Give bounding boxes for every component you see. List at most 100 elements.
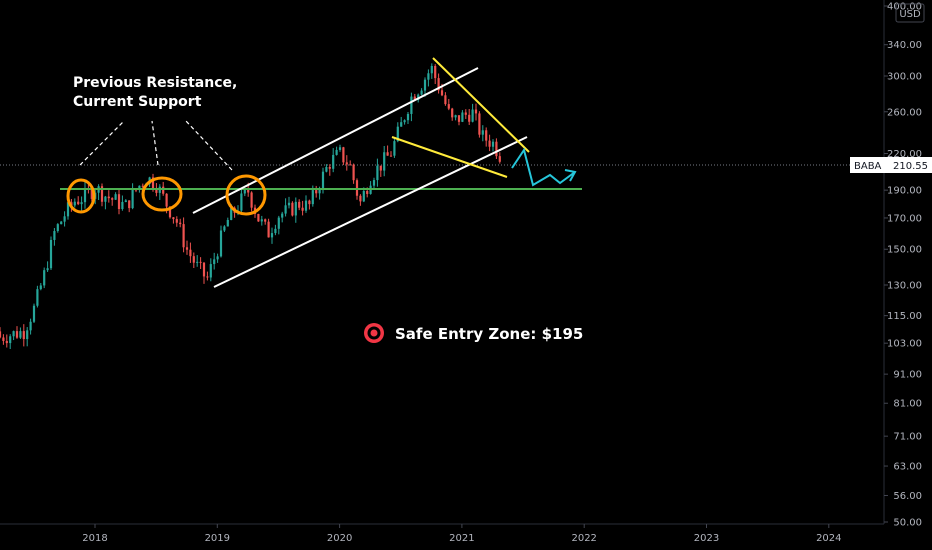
candle-body [454, 115, 457, 118]
candle-body [202, 262, 206, 277]
price-tick-label: 115.00 [887, 311, 922, 322]
support-circle-2[interactable] [141, 176, 183, 212]
candle-body [491, 141, 495, 147]
pointer-line-2 [151, 120, 159, 166]
candle-body [39, 285, 42, 290]
candle-body [151, 177, 155, 189]
wedge-upper-line[interactable] [432, 57, 530, 153]
price-axis[interactable]: 400.00 340.00 300.00 260.00 220.00 190.00 170.… [883, 0, 925, 529]
candle-body [100, 186, 104, 202]
candle-body [328, 167, 331, 169]
candle-body [216, 256, 219, 260]
candle-body [267, 221, 270, 238]
candle-body [168, 206, 172, 218]
candle-body [434, 65, 437, 79]
candle-body [423, 79, 427, 91]
candle-body [0, 331, 2, 338]
candle-body [349, 164, 352, 166]
candle-body [185, 247, 189, 250]
candle-body [43, 270, 46, 286]
candle-body [73, 201, 76, 206]
candle-body [257, 213, 260, 222]
candle-body [270, 233, 274, 238]
drawings[interactable]: Previous Resistance, Current Support Saf… [60, 57, 583, 343]
candle-body [406, 113, 410, 121]
candle-body [83, 188, 87, 203]
projection-arrowhead [564, 169, 577, 182]
time-tick-label: 2024 [816, 533, 841, 544]
candle-body [70, 202, 73, 206]
candle-body [182, 224, 185, 248]
candle-body [107, 196, 110, 199]
pointer-line-3 [185, 120, 233, 171]
projection-path[interactable] [511, 147, 576, 187]
price-tick-label: 103.00 [887, 339, 922, 350]
candle-body [430, 65, 433, 74]
candle-body [318, 189, 321, 194]
candle-body [315, 190, 318, 194]
candle-body [114, 194, 117, 200]
candle-body [243, 189, 246, 194]
candle-body [396, 126, 399, 142]
candle-body [332, 154, 335, 169]
channel-lower-line[interactable] [213, 136, 528, 288]
price-tick-label: 170.00 [887, 213, 922, 224]
candle-body [474, 109, 478, 114]
candle-body [209, 264, 212, 278]
time-tick-label: 2020 [327, 533, 352, 544]
candle-body [175, 219, 178, 223]
price-tick-label: 63.00 [893, 462, 922, 473]
candle-body [274, 228, 277, 234]
channel-upper-line[interactable] [192, 67, 479, 214]
candle-body [165, 193, 168, 207]
candle-body [325, 167, 328, 172]
candle-body [162, 186, 165, 194]
candle-body [230, 207, 233, 220]
candle-body [199, 261, 202, 263]
currency-label: USD [899, 9, 921, 20]
candle-body [284, 205, 287, 214]
time-axis[interactable]: 2018 2019 2020 2021 2022 2023 2024 [0, 523, 884, 544]
candle-body [495, 141, 498, 157]
wedge-lower-line[interactable] [391, 136, 508, 178]
candle-body [468, 114, 471, 122]
candle-body [471, 109, 474, 122]
candle-body [206, 276, 209, 278]
candle-body [366, 191, 369, 194]
candle-body [172, 217, 175, 220]
candle-body [32, 305, 36, 322]
candle-body [389, 155, 393, 157]
candle-body [9, 336, 12, 344]
time-tick-label: 2018 [82, 533, 107, 544]
candle-body [192, 256, 195, 263]
candle-body [77, 201, 80, 205]
price-tick-label: 340.00 [887, 40, 922, 51]
candle-body [12, 331, 15, 337]
price-tick-label: 400.00 [887, 2, 922, 13]
candle-body [281, 213, 284, 218]
candle-body [134, 189, 138, 191]
price-tick-label: 300.00 [887, 72, 922, 83]
candle-body [196, 261, 199, 263]
price-tick-label: 91.00 [893, 370, 922, 381]
candle-body [19, 331, 22, 338]
candle-body [26, 330, 29, 340]
candle-body [138, 185, 141, 190]
candle-body [437, 78, 440, 91]
candle-body [189, 249, 192, 257]
support-circle-1[interactable] [66, 178, 96, 214]
candle-body [213, 259, 216, 265]
price-tick-label: 150.00 [887, 245, 922, 256]
candle-body [250, 192, 253, 208]
candle-body [427, 73, 430, 80]
pointer-line-1 [79, 120, 125, 166]
candle-body [111, 198, 114, 200]
support-circle-3[interactable] [225, 174, 267, 216]
candle-body [386, 152, 389, 156]
candle-body [444, 95, 447, 105]
candle-body [335, 149, 338, 155]
candle-body [457, 115, 461, 122]
candle-body [478, 113, 481, 135]
candle-body [291, 202, 294, 216]
